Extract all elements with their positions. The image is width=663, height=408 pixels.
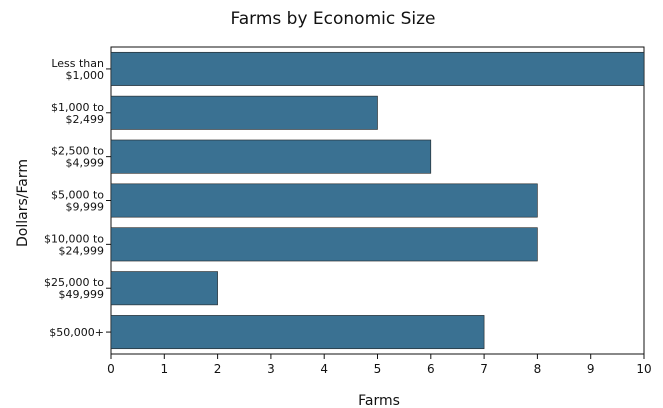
x-tick-label: 0: [107, 362, 115, 376]
category-label-line: $50,000+: [49, 326, 104, 339]
category-label: $5,000 to $9,999: [51, 189, 104, 214]
bars-layer: [110, 51, 645, 350]
x-tick-label: 3: [267, 362, 275, 376]
category-label-line: $4,999: [66, 157, 105, 170]
bar: [110, 271, 218, 306]
category-label-line: $2,499: [66, 113, 105, 126]
category-label-line: $24,999: [59, 244, 105, 257]
x-tick-label: 10: [636, 362, 651, 376]
bar: [110, 183, 538, 218]
category-label-line: $2,500 to: [51, 145, 104, 158]
x-axis-ticks: 0 1 2 3 4 5 6 7 8 9 10: [107, 354, 652, 376]
x-tick-label: 4: [320, 362, 328, 376]
category-label-line: $10,000 to: [44, 232, 104, 245]
category-label: $50,000+: [49, 326, 104, 339]
category-label: $25,000 to $49,999: [44, 276, 104, 301]
bar: [110, 227, 538, 262]
category-labels: Less than $1,000$1,000 to $2,499$2,500 to $…: [44, 57, 111, 339]
x-tick-label: 5: [374, 362, 382, 376]
category-label-line: $5,000 to: [51, 189, 104, 202]
bar: [110, 139, 432, 174]
category-label-line: $1,000 to: [51, 101, 104, 114]
category-label-line: $1,000: [66, 69, 105, 82]
category-label-line: $49,999: [59, 288, 105, 301]
x-axis-label: Farms: [358, 393, 400, 408]
x-tick-label: 6: [427, 362, 435, 376]
category-label-line: $25,000 to: [44, 276, 104, 289]
bar: [110, 51, 645, 86]
x-tick-label: 9: [587, 362, 595, 376]
category-label: Less than $1,000: [51, 57, 104, 82]
bar: [110, 315, 485, 350]
category-label-line: Less than: [51, 57, 104, 70]
y-axis-label: Dollars/Farm: [15, 159, 31, 247]
category-label: $2,500 to $4,999: [51, 145, 104, 170]
bar: [110, 95, 378, 130]
x-tick-label: 7: [480, 362, 488, 376]
x-tick-label: 2: [214, 362, 222, 376]
x-tick-label: 8: [534, 362, 542, 376]
category-label: $1,000 to $2,499: [51, 101, 104, 126]
category-label: $10,000 to $24,999: [44, 232, 104, 257]
chart-title: Farms by Economic Size: [231, 9, 436, 29]
category-label-line: $9,999: [66, 201, 105, 214]
x-tick-label: 1: [160, 362, 168, 376]
